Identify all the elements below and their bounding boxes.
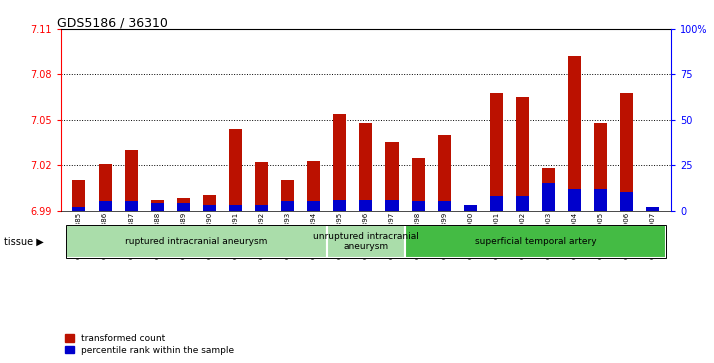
Bar xyxy=(646,208,660,211)
Bar xyxy=(99,164,111,211)
Bar xyxy=(411,158,425,211)
Bar xyxy=(542,183,555,211)
Bar xyxy=(177,199,190,211)
Bar xyxy=(281,180,294,211)
Bar xyxy=(568,56,581,211)
Bar xyxy=(516,97,529,211)
Bar xyxy=(359,200,373,211)
Text: GDS5186 / 36310: GDS5186 / 36310 xyxy=(57,16,168,29)
Bar xyxy=(333,114,346,211)
Text: superficial temporal artery: superficial temporal artery xyxy=(475,237,596,246)
Bar xyxy=(151,203,164,211)
Bar xyxy=(594,189,607,211)
Bar xyxy=(620,192,633,211)
Bar xyxy=(411,201,425,211)
Legend: transformed count, percentile rank within the sample: transformed count, percentile rank withi… xyxy=(65,334,235,355)
Bar xyxy=(125,201,138,211)
FancyBboxPatch shape xyxy=(66,225,327,258)
Bar xyxy=(464,205,477,211)
Bar xyxy=(281,201,294,211)
Bar xyxy=(438,135,451,211)
Bar xyxy=(594,123,607,211)
Bar xyxy=(229,129,242,211)
Bar xyxy=(307,201,321,211)
FancyBboxPatch shape xyxy=(405,225,666,258)
Bar xyxy=(464,206,477,211)
Bar xyxy=(620,93,633,211)
Bar xyxy=(333,200,346,211)
Bar xyxy=(203,195,216,211)
FancyBboxPatch shape xyxy=(327,225,405,258)
Bar xyxy=(72,180,86,211)
Text: unruptured intracranial
aneurysm: unruptured intracranial aneurysm xyxy=(313,232,419,251)
Bar xyxy=(307,161,321,211)
Bar xyxy=(151,200,164,211)
Bar xyxy=(646,207,660,211)
Bar xyxy=(177,203,190,211)
Bar xyxy=(490,196,503,211)
Bar xyxy=(359,123,373,211)
Bar xyxy=(516,196,529,211)
Bar xyxy=(386,200,398,211)
Bar xyxy=(255,162,268,211)
Bar xyxy=(542,168,555,211)
Bar xyxy=(386,143,398,211)
Bar xyxy=(125,150,138,211)
Bar xyxy=(99,201,111,211)
Bar xyxy=(438,201,451,211)
Bar xyxy=(255,205,268,211)
Bar xyxy=(203,205,216,211)
Bar xyxy=(229,205,242,211)
Bar xyxy=(568,189,581,211)
Bar xyxy=(490,93,503,211)
Text: tissue ▶: tissue ▶ xyxy=(4,236,44,246)
Bar xyxy=(72,207,86,211)
Text: ruptured intracranial aneurysm: ruptured intracranial aneurysm xyxy=(125,237,268,246)
